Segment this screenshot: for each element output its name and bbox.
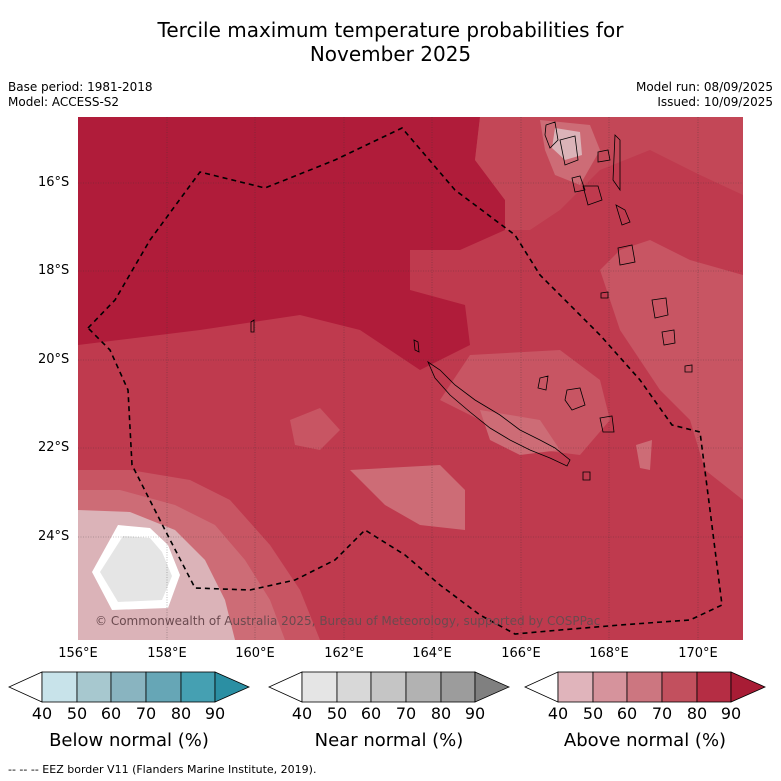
region-above-80-west [78, 117, 505, 370]
title-line-2: November 2025 [309, 42, 472, 66]
lat-label-18s: 18°S [38, 263, 70, 278]
cb-above-tick-90: 90 [720, 704, 742, 723]
cb-above-tick-60: 60 [616, 704, 638, 723]
colorbar-below-title: Below normal (%) [49, 730, 209, 751]
cb-below-tick-80: 80 [170, 704, 192, 723]
small-islands-outline [250, 319, 420, 353]
lat-label-16s: 16°S [38, 175, 70, 190]
base-period-text: Base period: 1981-2018 [8, 80, 153, 94]
cb-near-seg-3 [370, 671, 407, 703]
lon-label-166e: 166°E [501, 646, 541, 661]
cb-below-seg-4 [145, 671, 182, 703]
cb-above-tick-40: 40 [547, 704, 569, 723]
lat-label-24s: 24°S [38, 529, 70, 544]
cb-near-seg-5 [440, 671, 476, 703]
cb-near-tick-60: 60 [360, 704, 382, 723]
colorbar-below-normal-segments [8, 671, 250, 703]
cb-below-tick-90: 90 [204, 704, 226, 723]
colorbar-near-title: Near normal (%) [314, 730, 464, 751]
cb-above-seg-5 [696, 671, 732, 703]
region-above-70-northeast [475, 117, 743, 230]
colorbar-above-normal [524, 671, 766, 703]
cb-near-seg-4 [405, 671, 442, 703]
cb-above-seg-2 [592, 671, 628, 703]
region-above-60-east [600, 240, 743, 500]
region-above-60-patch [290, 408, 340, 450]
colorbar-above-normal-segments [524, 671, 766, 703]
cb-above-seg-4 [661, 671, 698, 703]
cb-near-seg-2 [336, 671, 372, 703]
colorbar-above-title: Above normal (%) [563, 730, 727, 751]
cb-below-seg-0 [8, 671, 43, 703]
region-above-50-south [350, 465, 465, 530]
model-run-text: Model run: 08/09/2025 [635, 80, 773, 94]
model-text: Model: ACCESS-S2 [8, 95, 120, 109]
lon-label-156e: 156°E [58, 646, 98, 661]
colorbar-near-normal-segments [268, 671, 510, 703]
meta-right: Model run: 08/09/2025 Issued: 10/09/2025 [636, 80, 773, 110]
cb-below-seg-1 [41, 671, 78, 703]
issued-text: Issued: 10/09/2025 [657, 95, 773, 109]
region-above-60-newcal [440, 350, 610, 455]
cb-below-tick-60: 60 [100, 704, 122, 723]
cb-above-seg-6 [730, 671, 766, 703]
copyright-text: © Commonwealth of Australia 2025, Bureau… [95, 614, 601, 628]
lon-label-170e: 170°E [678, 646, 718, 661]
cb-above-seg-3 [626, 671, 663, 703]
meta-left: Base period: 1981-2018 Model: ACCESS-S2 [8, 80, 153, 110]
loyalty-islands-outline [537, 375, 615, 481]
cb-near-tick-70: 70 [395, 704, 417, 723]
cb-below-tick-50: 50 [66, 704, 88, 723]
cb-below-tick-40: 40 [31, 704, 53, 723]
colorbar-below-normal [8, 671, 250, 703]
cb-above-seg-1 [557, 671, 594, 703]
cb-near-seg-1 [301, 671, 338, 703]
colorbar-near-normal [268, 671, 510, 703]
cb-near-tick-80: 80 [430, 704, 452, 723]
lat-label-22s: 22°S [38, 440, 70, 455]
vanuatu-outline [544, 121, 693, 373]
cb-near-tick-90: 90 [464, 704, 486, 723]
cb-below-seg-6 [214, 671, 250, 703]
region-above-50-small [636, 440, 652, 470]
cb-near-tick-40: 40 [291, 704, 313, 723]
title-line-1: Tercile maximum temperature probabilitie… [157, 18, 624, 42]
eez-footnote: -- -- -- EEZ border V11 (Flanders Marine… [8, 763, 317, 776]
region-above-50-newcal [480, 410, 560, 455]
cb-near-seg-6 [474, 671, 510, 703]
cb-below-seg-2 [76, 671, 112, 703]
cb-below-seg-5 [180, 671, 216, 703]
cb-above-tick-50: 50 [582, 704, 604, 723]
cb-near-seg-0 [268, 671, 303, 703]
lon-label-168e: 168°E [589, 646, 629, 661]
cb-below-seg-3 [110, 671, 147, 703]
lon-label-164e: 164°E [412, 646, 452, 661]
cb-below-tick-70: 70 [135, 704, 157, 723]
map-title: Tercile maximum temperature probabilitie… [0, 18, 781, 66]
land-outlines [250, 121, 693, 481]
cb-above-tick-80: 80 [686, 704, 708, 723]
map-fill [78, 117, 743, 640]
lon-label-158e: 158°E [147, 646, 187, 661]
cb-above-tick-70: 70 [651, 704, 673, 723]
lat-label-20s: 20°S [38, 352, 70, 367]
cb-above-seg-0 [524, 671, 559, 703]
new-caledonia-outline [427, 360, 571, 467]
lon-label-162e: 162°E [324, 646, 364, 661]
region-near-normal-40 [100, 536, 172, 602]
gridlines [78, 117, 743, 640]
lon-label-160e: 160°E [235, 646, 275, 661]
cb-near-tick-50: 50 [326, 704, 348, 723]
